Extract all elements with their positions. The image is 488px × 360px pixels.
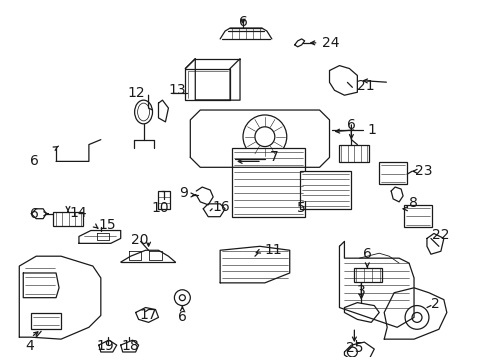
Bar bbox=[339, 145, 368, 162]
Bar bbox=[232, 148, 304, 217]
Bar bbox=[31, 314, 61, 329]
Text: 5: 5 bbox=[297, 201, 305, 215]
Text: 12: 12 bbox=[127, 86, 144, 100]
Text: 10: 10 bbox=[151, 201, 169, 215]
Text: 6: 6 bbox=[346, 118, 355, 132]
Text: 17: 17 bbox=[140, 307, 157, 321]
Text: 4: 4 bbox=[25, 339, 34, 353]
Text: 23: 23 bbox=[414, 164, 432, 178]
Text: 25: 25 bbox=[345, 341, 363, 355]
Text: 19: 19 bbox=[97, 339, 114, 353]
Bar bbox=[403, 205, 431, 226]
Bar bbox=[354, 268, 382, 282]
Text: 1: 1 bbox=[366, 123, 375, 137]
Text: 7: 7 bbox=[269, 150, 278, 165]
Text: 3: 3 bbox=[356, 284, 365, 298]
Ellipse shape bbox=[134, 100, 152, 124]
Text: 13: 13 bbox=[168, 83, 185, 97]
Bar bbox=[379, 162, 406, 184]
Text: 9: 9 bbox=[179, 186, 188, 200]
Text: 22: 22 bbox=[431, 229, 448, 242]
Text: 20: 20 bbox=[130, 233, 148, 247]
Bar bbox=[299, 171, 351, 209]
Text: 14: 14 bbox=[69, 206, 86, 220]
Text: 2: 2 bbox=[430, 297, 439, 311]
Bar bbox=[158, 191, 170, 209]
Text: 8: 8 bbox=[408, 196, 417, 210]
Text: 6: 6 bbox=[30, 154, 39, 168]
Bar bbox=[53, 212, 83, 226]
Text: 6: 6 bbox=[30, 207, 39, 221]
Text: 11: 11 bbox=[264, 243, 282, 257]
Text: 6: 6 bbox=[178, 310, 186, 324]
Text: 15: 15 bbox=[99, 217, 116, 231]
Text: 6: 6 bbox=[238, 15, 247, 29]
Text: 18: 18 bbox=[122, 339, 139, 353]
Text: 16: 16 bbox=[212, 200, 229, 214]
Text: 6: 6 bbox=[362, 247, 371, 261]
Ellipse shape bbox=[137, 103, 149, 121]
Text: 21: 21 bbox=[357, 79, 374, 93]
Text: 24: 24 bbox=[321, 36, 338, 50]
